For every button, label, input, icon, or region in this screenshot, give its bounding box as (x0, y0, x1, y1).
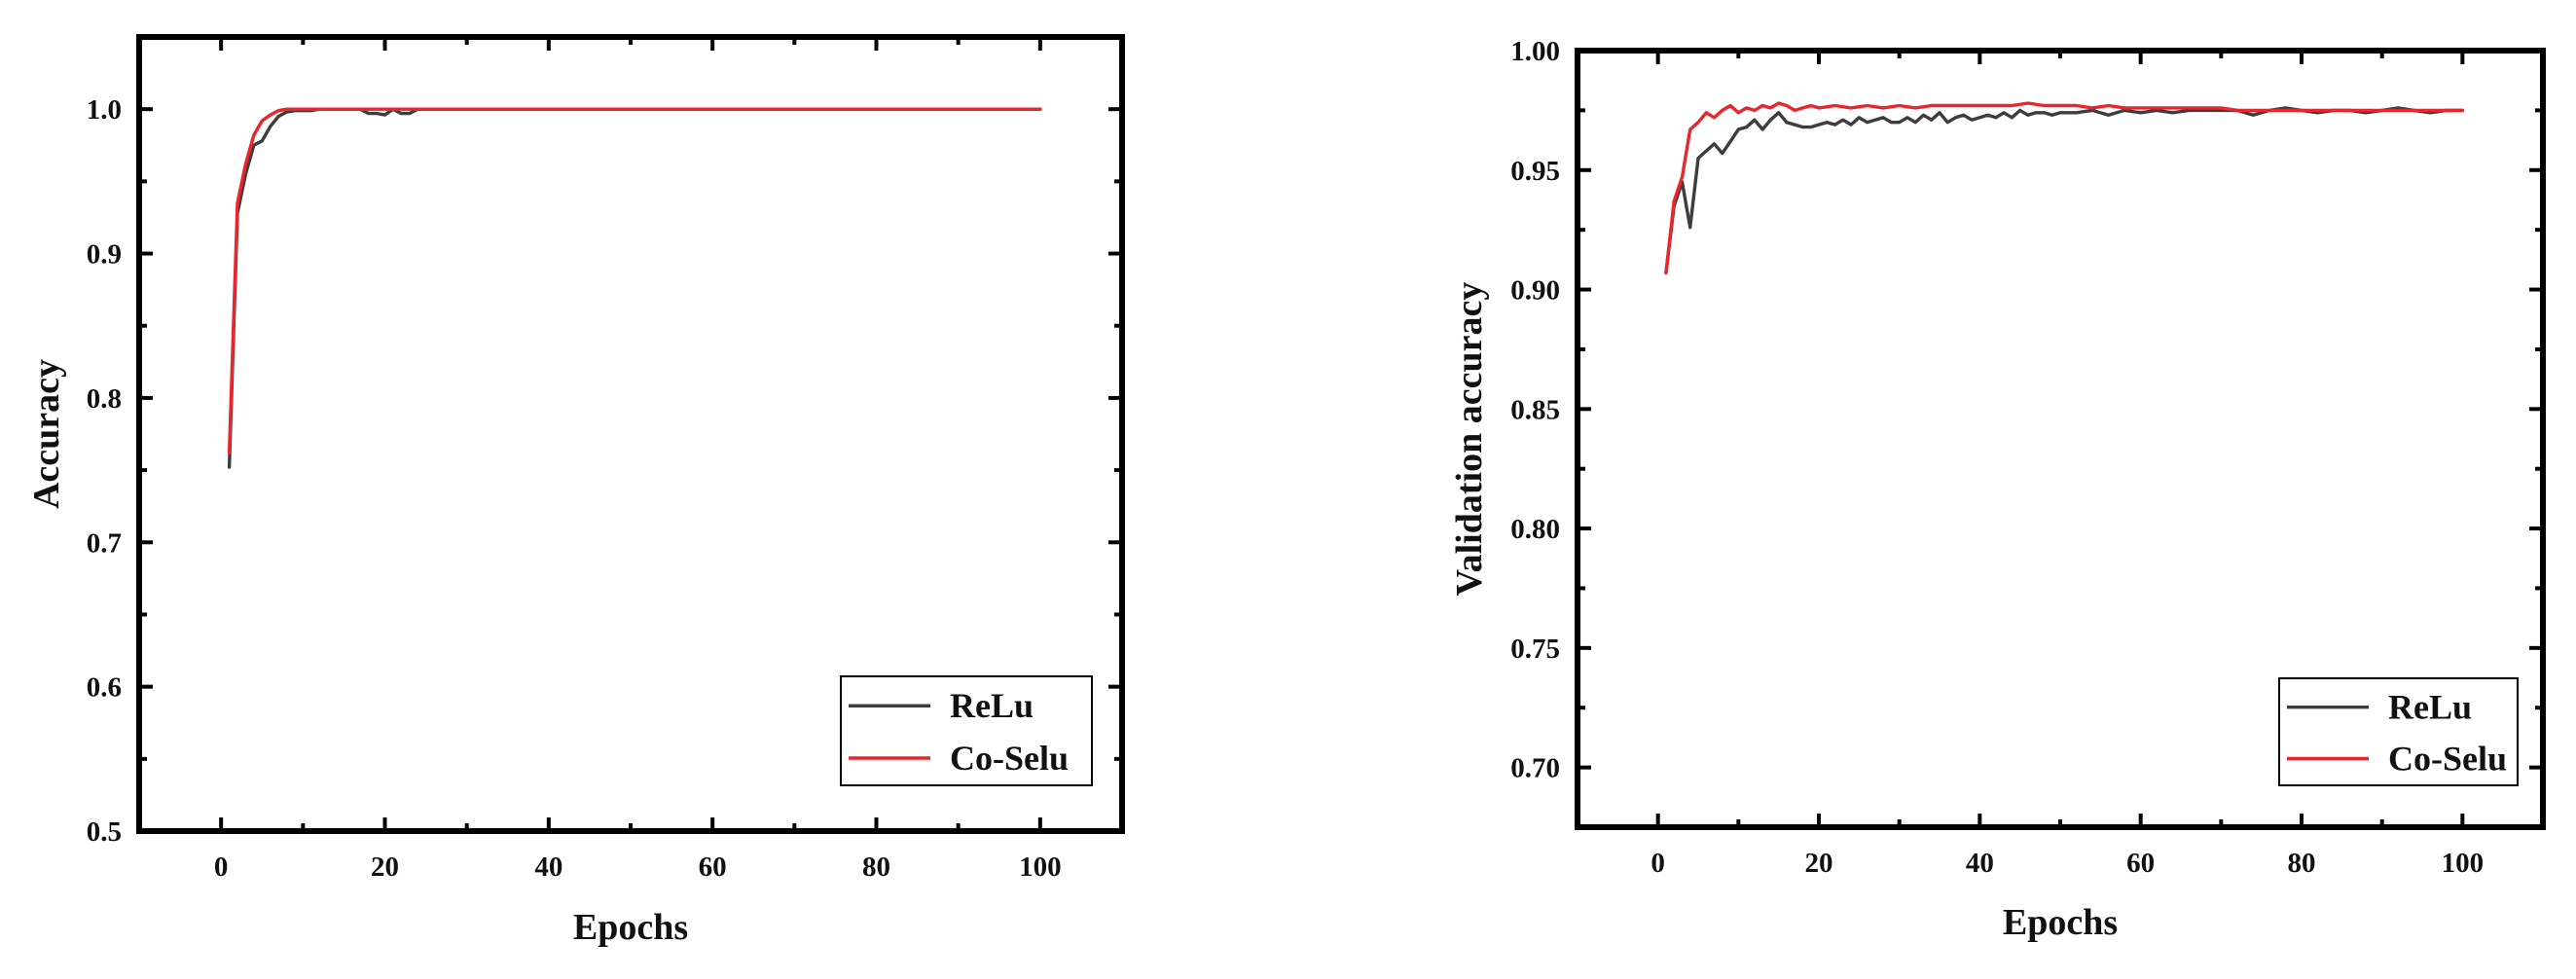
accuracy-legend-label-coselu: Co-Selu (950, 739, 1069, 778)
accuracy-series-line-relu (227, 107, 1042, 469)
validation-x-tick-label: 60 (2126, 848, 2155, 879)
validation-y-axis-title: Validation accuracy (1449, 282, 1490, 597)
validation-x-tick-label: 0 (1651, 848, 1665, 879)
accuracy-series-layer (227, 107, 1042, 469)
accuracy-y-tick-label: 1.0 (87, 94, 122, 126)
validation-series-line-relu (1664, 106, 2465, 275)
accuracy-x-tick-label: 20 (371, 852, 399, 883)
accuracy-legend: ReLu Co-Selu (840, 675, 1093, 786)
validation-tick-layer: 0 20 40 60 80 100 0.70 0.75 0.80 0.85 0.90 0.95 1.00 (1510, 36, 2543, 879)
validation-x-tick-label: 100 (2442, 848, 2485, 879)
validation-accuracy-chart: 0 20 40 60 80 100 0.70 0.75 0.80 0.85 0.90 0.95 1.00… (1449, 36, 2546, 943)
accuracy-y-tick-label: 0.6 (87, 672, 122, 704)
accuracy-chart: 0 20 40 60 80 100 0.5 0.6 0.7 0.8 0.9 1.0 Epochs Ac… (26, 34, 1125, 948)
accuracy-x-tick-label: 80 (862, 852, 890, 883)
validation-legend: ReLu Co-Selu (2278, 677, 2519, 786)
accuracy-series-line-coselu (227, 107, 1042, 454)
accuracy-y-tick-label: 0.8 (87, 383, 122, 415)
accuracy-y-axis-title: Accuracy (26, 359, 67, 509)
validation-x-tick-label: 80 (2288, 848, 2316, 879)
accuracy-x-tick-label: 0 (214, 852, 229, 883)
validation-series-layer (1664, 101, 2465, 275)
validation-legend-label-relu: ReLu (2388, 688, 2472, 727)
validation-y-tick-label: 0.70 (1510, 753, 1560, 784)
accuracy-y-tick-label: 0.7 (87, 527, 122, 559)
accuracy-x-axis-title: Epochs (573, 907, 688, 948)
validation-y-tick-label: 0.85 (1510, 394, 1560, 425)
accuracy-legend-label-relu: ReLu (950, 686, 1034, 725)
validation-legend-box (2278, 677, 2519, 786)
accuracy-legend-box (840, 675, 1093, 786)
validation-y-tick-label: 0.95 (1510, 156, 1560, 187)
accuracy-y-tick-label: 0.9 (87, 239, 122, 271)
validation-y-tick-label: 1.00 (1510, 36, 1560, 67)
validation-y-tick-label: 0.80 (1510, 514, 1560, 545)
validation-legend-label-coselu: Co-Selu (2388, 740, 2507, 779)
validation-y-tick-label: 0.90 (1510, 275, 1560, 307)
accuracy-x-tick-label: 60 (699, 852, 727, 883)
accuracy-y-tick-label: 0.5 (87, 816, 122, 848)
accuracy-tick-layer: 0 20 40 60 80 100 0.5 0.6 0.7 0.8 0.9 1.0 (87, 37, 1122, 883)
validation-x-axis-title: Epochs (2003, 902, 2118, 943)
validation-series-line-coselu (1664, 101, 2465, 275)
validation-y-tick-label: 0.75 (1510, 634, 1560, 665)
accuracy-x-tick-label: 40 (534, 852, 562, 883)
validation-x-tick-label: 40 (1966, 848, 1994, 879)
validation-x-tick-label: 20 (1805, 848, 1833, 879)
accuracy-x-tick-label: 100 (1019, 852, 1062, 883)
